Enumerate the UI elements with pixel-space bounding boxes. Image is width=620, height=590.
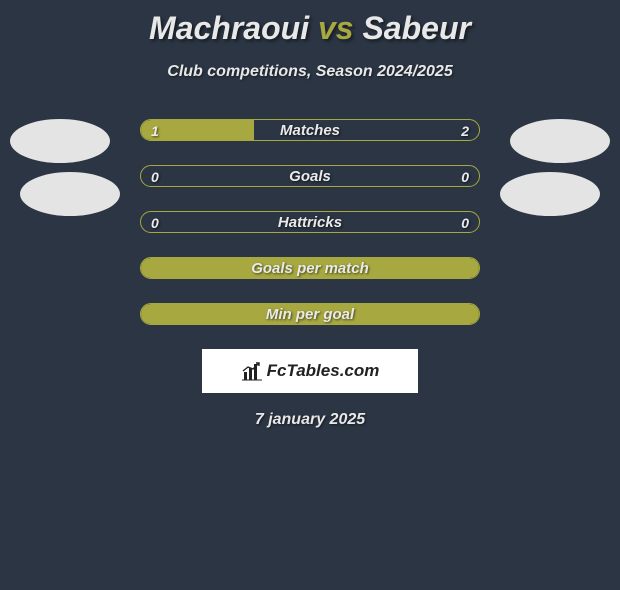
bar-label: Goals per match bbox=[141, 258, 479, 278]
avatar-left-2 bbox=[20, 172, 120, 216]
bar-label: Hattricks bbox=[141, 212, 479, 232]
chart-area: 12Matches 00Goals 00Hattricks Goals per mat… bbox=[0, 119, 620, 325]
stat-bar-matches: 12Matches bbox=[140, 119, 480, 141]
avatar-right-2 bbox=[500, 172, 600, 216]
avatar-right-1 bbox=[510, 119, 610, 163]
subtitle: Club competitions, Season 2024/2025 bbox=[0, 63, 620, 81]
bar-chart-icon bbox=[241, 361, 263, 381]
title-player1: Machraoui bbox=[149, 10, 309, 46]
comparison-bars: 12Matches 00Goals 00Hattricks Goals per mat… bbox=[140, 119, 480, 325]
bar-label: Matches bbox=[141, 120, 479, 140]
bar-label: Min per goal bbox=[141, 304, 479, 324]
stat-bar-hattricks: 00Hattricks bbox=[140, 211, 480, 233]
avatar-left-1 bbox=[10, 119, 110, 163]
page-title: Machraoui vs Sabeur bbox=[0, 10, 620, 47]
stat-bar-min-per-goal: Min per goal bbox=[140, 303, 480, 325]
logo-text: FcTables.com bbox=[267, 361, 380, 381]
title-player2: Sabeur bbox=[362, 10, 470, 46]
stat-bar-goals-per-match: Goals per match bbox=[140, 257, 480, 279]
date-text: 7 january 2025 bbox=[0, 411, 620, 429]
bar-label: Goals bbox=[141, 166, 479, 186]
stat-bar-goals: 00Goals bbox=[140, 165, 480, 187]
title-vs: vs bbox=[318, 10, 354, 46]
logo-box: FcTables.com bbox=[202, 349, 418, 393]
